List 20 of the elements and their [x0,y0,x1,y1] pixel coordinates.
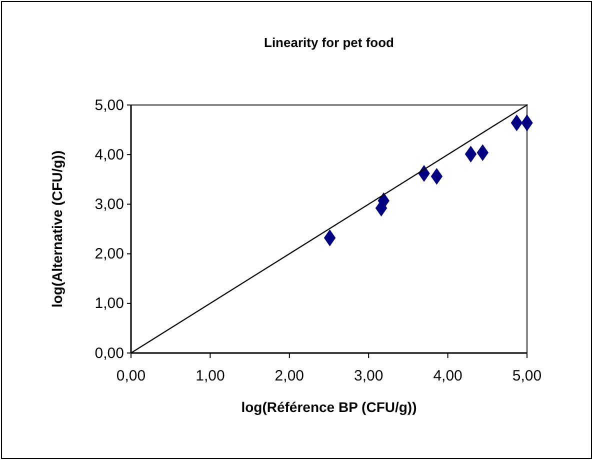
chart-title: Linearity for pet food [264,35,394,50]
y-tick-label: 3,00 [94,196,124,213]
y-tick-label: 5,00 [94,96,124,114]
y-axis-title: log(Alternative (CFU/g)) [49,150,65,308]
x-axis-title: log(Référence BP (CFU/g)) [241,399,417,415]
x-tick-label: 4,00 [433,368,462,384]
y-tick-label: 0,00 [94,344,124,362]
x-tick-label: 2,00 [274,368,304,384]
y-tick-label: 2,00 [94,246,124,263]
y-tick-label: 4,00 [94,146,124,164]
point [324,230,336,246]
x-tick-label: 5,00 [512,368,542,384]
y-tick-label: 1,00 [94,295,124,312]
point [430,168,443,185]
x-tick-label: 0,00 [116,368,146,384]
point [476,144,489,162]
x-tick-label: 1,00 [196,368,225,384]
point [464,146,477,162]
x-tick-label: 3,00 [354,368,384,384]
point [510,114,523,132]
